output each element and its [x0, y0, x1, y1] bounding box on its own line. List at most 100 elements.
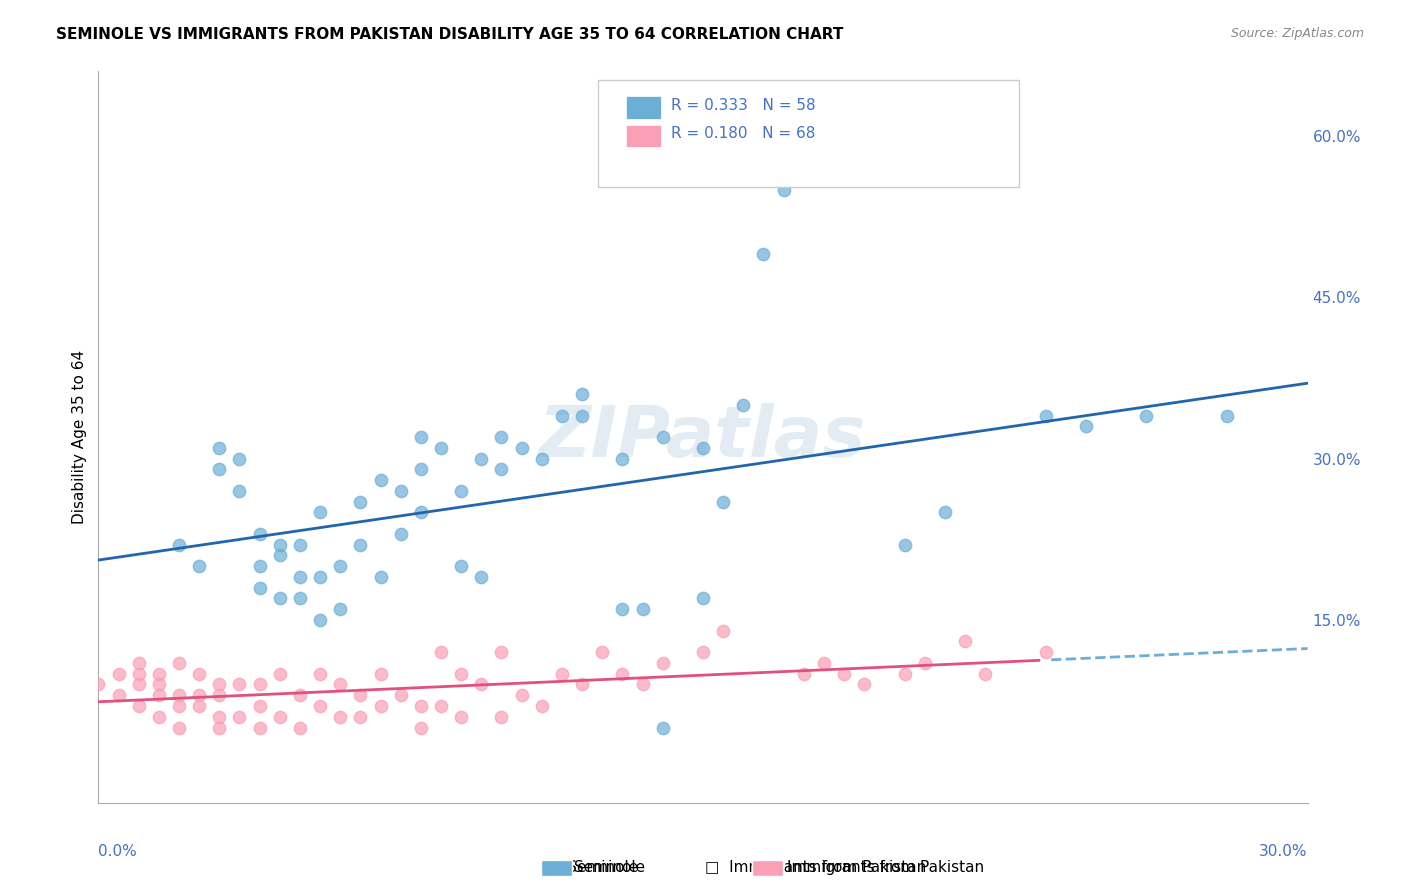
Point: [612, 451, 634, 466]
Point: [893, 666, 915, 681]
Point: [389, 483, 412, 498]
Text: Seminole: Seminole: [574, 861, 645, 875]
Point: [208, 688, 231, 702]
Text: 30.0%: 30.0%: [1260, 845, 1308, 859]
Point: [269, 591, 291, 606]
Point: [953, 634, 976, 648]
Point: [450, 666, 472, 681]
Point: [409, 462, 432, 476]
Point: [288, 570, 311, 584]
Point: [269, 538, 291, 552]
Y-axis label: Disability Age 35 to 64: Disability Age 35 to 64: [72, 350, 87, 524]
Point: [571, 387, 593, 401]
Text: R = 0.333   N = 58: R = 0.333 N = 58: [671, 98, 815, 112]
Point: [612, 602, 634, 616]
Point: [269, 710, 291, 724]
Point: [228, 677, 250, 691]
Point: [733, 398, 755, 412]
Point: [249, 559, 271, 574]
Point: [349, 494, 371, 508]
Point: [188, 688, 211, 702]
Point: [510, 441, 533, 455]
Point: [470, 570, 492, 584]
Point: [107, 666, 129, 681]
Point: [571, 677, 593, 691]
Point: [409, 721, 432, 735]
Point: [208, 677, 231, 691]
Point: [167, 688, 190, 702]
Point: [249, 527, 271, 541]
Point: [551, 666, 574, 681]
Point: [591, 645, 613, 659]
Point: [450, 710, 472, 724]
Point: [450, 483, 472, 498]
Point: [772, 183, 794, 197]
Point: [370, 698, 392, 713]
Point: [893, 538, 915, 552]
Point: [167, 698, 190, 713]
Point: [188, 559, 211, 574]
Point: [631, 602, 654, 616]
Point: [309, 570, 332, 584]
Point: [530, 698, 553, 713]
Point: [148, 666, 170, 681]
Point: [370, 666, 392, 681]
Point: [934, 505, 956, 519]
Point: [107, 688, 129, 702]
Point: [430, 645, 453, 659]
Point: [309, 505, 332, 519]
Point: [651, 721, 673, 735]
Point: [269, 549, 291, 563]
Point: [470, 451, 492, 466]
Point: [349, 688, 371, 702]
Point: [349, 710, 371, 724]
Point: [249, 581, 271, 595]
Point: [87, 677, 110, 691]
Point: [208, 721, 231, 735]
Point: [309, 613, 332, 627]
Point: [208, 462, 231, 476]
Point: [752, 247, 775, 261]
Point: [167, 656, 190, 670]
Point: [309, 698, 332, 713]
Point: [612, 666, 634, 681]
Point: [430, 441, 453, 455]
Point: [128, 677, 150, 691]
Point: [450, 559, 472, 574]
Point: [208, 441, 231, 455]
Point: [692, 645, 714, 659]
Point: [832, 666, 855, 681]
Point: [1135, 409, 1157, 423]
Point: [409, 430, 432, 444]
Point: [551, 409, 574, 423]
Point: [470, 677, 492, 691]
Point: [128, 698, 150, 713]
Point: [329, 559, 352, 574]
Text: □  Immigrants from Pakistan: □ Immigrants from Pakistan: [704, 860, 927, 874]
Point: [651, 430, 673, 444]
Point: [491, 430, 513, 444]
Point: [491, 462, 513, 476]
Point: [430, 698, 453, 713]
Point: [510, 688, 533, 702]
Point: [188, 698, 211, 713]
Point: [188, 666, 211, 681]
Point: [148, 677, 170, 691]
Text: Source: ZipAtlas.com: Source: ZipAtlas.com: [1230, 27, 1364, 40]
Text: ZIPatlas: ZIPatlas: [540, 402, 866, 472]
Point: [228, 710, 250, 724]
Text: □  Seminole: □ Seminole: [543, 860, 638, 874]
Point: [1035, 645, 1057, 659]
Point: [631, 677, 654, 691]
Point: [692, 441, 714, 455]
Point: [409, 505, 432, 519]
Point: [853, 677, 876, 691]
Point: [128, 656, 150, 670]
Point: [208, 710, 231, 724]
Text: SEMINOLE VS IMMIGRANTS FROM PAKISTAN DISABILITY AGE 35 TO 64 CORRELATION CHART: SEMINOLE VS IMMIGRANTS FROM PAKISTAN DIS…: [56, 27, 844, 42]
Point: [793, 666, 815, 681]
Text: Immigrants from Pakistan: Immigrants from Pakistan: [787, 861, 984, 875]
Point: [349, 538, 371, 552]
Point: [249, 721, 271, 735]
Point: [571, 409, 593, 423]
